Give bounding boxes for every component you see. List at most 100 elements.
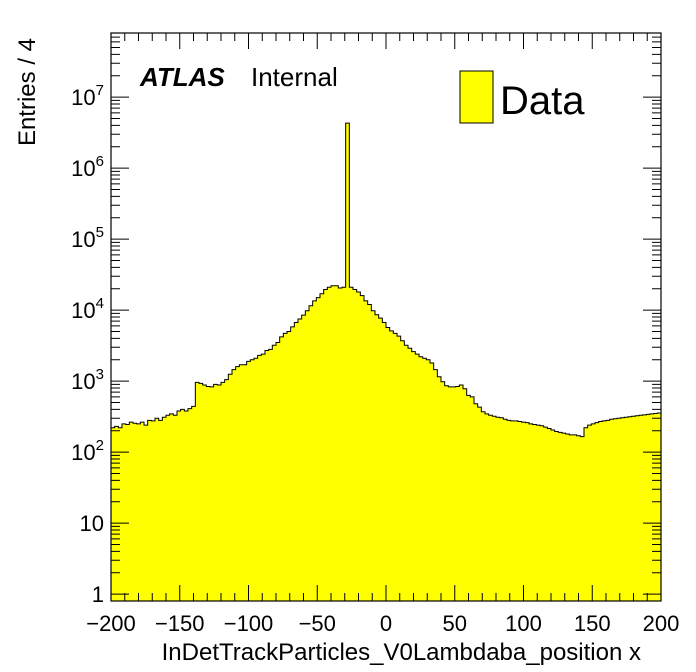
histogram-bin	[294, 322, 299, 601]
histogram-bin	[184, 410, 189, 601]
histogram-bin	[254, 358, 258, 601]
histogram-bin	[382, 322, 387, 601]
histogram-bin	[378, 318, 383, 601]
histogram-bin	[265, 350, 269, 601]
histogram-bin	[463, 388, 467, 601]
histogram-bin	[580, 436, 585, 601]
histogram-bin	[624, 417, 629, 601]
histogram-bin	[283, 333, 288, 601]
histogram-bin	[323, 289, 328, 601]
histogram-bin	[455, 386, 460, 601]
x-tick-labels: −200 −150 −100 −50 0 50 100 150 200	[86, 611, 679, 636]
histogram-bin	[481, 411, 486, 601]
histogram-bin	[320, 293, 324, 601]
histogram-bin	[397, 336, 401, 601]
histogram-bin	[393, 333, 398, 601]
histogram-bin	[595, 422, 599, 601]
histogram-bin	[598, 421, 603, 601]
histogram-bin	[602, 420, 607, 601]
histogram-bin	[400, 340, 405, 601]
histogram-bin	[312, 300, 317, 601]
x-tick-label: −100	[224, 611, 274, 636]
histogram-bin	[129, 422, 134, 601]
histogram-bin	[657, 413, 662, 601]
histogram-bin	[518, 421, 522, 601]
histogram-bin	[136, 423, 141, 601]
histogram-bin	[158, 420, 163, 601]
y-tick-label: 1	[92, 582, 104, 607]
histogram-bin	[562, 433, 566, 601]
histogram-bin	[125, 424, 130, 601]
histogram-bin	[499, 417, 504, 601]
histogram-bin	[338, 287, 343, 601]
histogram-bin	[646, 414, 651, 601]
histogram-bin	[180, 409, 185, 601]
histogram-bin	[221, 382, 225, 601]
histogram-bin	[235, 366, 240, 601]
histogram-bin	[591, 423, 596, 601]
x-tick-label: 100	[505, 611, 542, 636]
x-tick-label: 150	[574, 611, 611, 636]
histogram-bin	[169, 413, 174, 601]
histogram-bin	[287, 331, 291, 601]
histogram-bin	[543, 427, 548, 601]
histogram-bin	[525, 422, 530, 601]
histogram-bin	[650, 413, 654, 601]
histogram-bin	[345, 123, 350, 601]
histogram-bin	[114, 426, 119, 601]
histogram-bin	[261, 354, 266, 601]
histogram-bin	[353, 289, 357, 601]
histogram-bin	[452, 386, 456, 601]
histogram-bin	[243, 364, 247, 601]
y-tick-label: 105	[71, 224, 104, 252]
histogram-bin	[551, 429, 555, 601]
histogram-bin	[554, 431, 559, 601]
histogram-bin	[151, 420, 156, 601]
histogram-bin	[477, 407, 482, 601]
histogram-bin	[360, 295, 365, 601]
histogram-bin	[276, 342, 280, 601]
histogram-bin	[224, 379, 229, 601]
y-tick-label: 103	[71, 366, 104, 394]
histogram-bin	[408, 348, 412, 601]
x-tick-label: 0	[380, 611, 392, 636]
histogram-bin	[639, 415, 643, 601]
x-axis-title: InDetTrackParticles_V0Lambdaba_position …	[162, 639, 641, 666]
histogram-bin	[301, 315, 306, 601]
histogram-bin	[386, 327, 390, 601]
histogram-bin	[191, 406, 196, 601]
y-tick-label: 106	[71, 153, 104, 181]
histogram-bin	[628, 416, 632, 601]
histogram-bin	[239, 364, 244, 601]
histogram-outline	[111, 122, 661, 438]
histogram-bin	[228, 374, 233, 601]
histogram-bin	[342, 287, 346, 601]
histogram-bin	[470, 396, 475, 601]
histogram-bin	[536, 425, 541, 601]
histogram-bin	[573, 434, 577, 601]
histogram-bin	[268, 349, 273, 601]
histogram-bin	[367, 304, 372, 601]
histogram-bin	[532, 424, 537, 601]
histogram-bin	[441, 381, 445, 601]
histogram-bin	[202, 385, 207, 601]
histogram-bin	[316, 297, 321, 601]
legend-label-data: Data	[500, 79, 585, 123]
histogram-bin	[404, 345, 409, 601]
x-tick-label: −50	[299, 611, 336, 636]
histogram-bin	[375, 314, 379, 601]
histogram-bin	[147, 420, 152, 601]
histogram-bin	[122, 423, 126, 601]
histogram-bin	[492, 416, 497, 601]
histogram-bin	[510, 420, 515, 601]
x-tick-label: 200	[643, 611, 680, 636]
histogram-bin	[540, 425, 544, 601]
y-tick-labels: 1 10 102 103 104 105 106 107	[71, 82, 104, 607]
histogram-bin	[257, 355, 262, 601]
histogram-bin	[411, 351, 416, 601]
histogram-bin	[210, 386, 214, 601]
y-tick-label: 102	[71, 437, 104, 465]
histogram-bin	[290, 326, 295, 601]
histogram-bin	[195, 382, 200, 601]
histogram-bin	[426, 359, 431, 601]
